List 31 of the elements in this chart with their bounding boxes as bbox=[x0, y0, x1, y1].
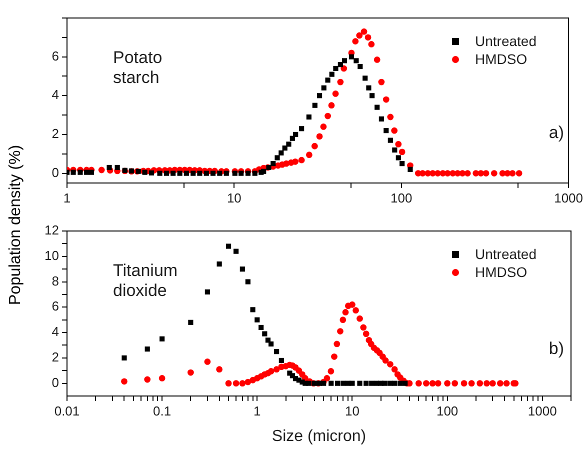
annotation: b) bbox=[548, 339, 564, 359]
x-tick-label: 100 bbox=[436, 403, 458, 418]
annotation: a) bbox=[548, 123, 564, 143]
x-tick-label: 1 bbox=[254, 403, 261, 418]
y-tick-label: 10 bbox=[44, 248, 59, 263]
x-tick-label: 10 bbox=[344, 403, 360, 418]
y-tick-label: 2 bbox=[52, 126, 59, 142]
legend-label: HMDSO bbox=[475, 51, 528, 67]
legend-label: HMDSO bbox=[475, 264, 528, 280]
y-tick-label: 4 bbox=[52, 87, 59, 102]
x-tick-label: 0.01 bbox=[54, 403, 80, 418]
x-tick-label: 1000 bbox=[554, 190, 583, 206]
y-tick-label: 6 bbox=[52, 48, 59, 64]
x-axis-title: Size (micron) bbox=[272, 428, 366, 445]
x-tick-label: 0.1 bbox=[153, 403, 172, 418]
x-tick-label: 1000 bbox=[528, 403, 557, 418]
y-tick-label: 8 bbox=[52, 273, 59, 288]
y-tick-label: 12 bbox=[44, 222, 59, 238]
y-tick-label: 2 bbox=[52, 350, 59, 364]
x-tick-label: 10 bbox=[226, 190, 242, 206]
y-tick-label: 0 bbox=[52, 374, 59, 390]
annotation: Titanium dioxide bbox=[113, 261, 179, 301]
annotation: Potato starch bbox=[113, 48, 164, 88]
y-tick-label: 4 bbox=[52, 324, 59, 340]
legend-label: Untreated bbox=[475, 246, 536, 262]
legend-label: Untreated bbox=[475, 33, 536, 49]
y-tick-label: 6 bbox=[52, 298, 59, 314]
x-tick-label: 1 bbox=[63, 190, 71, 206]
x-tick-label: 100 bbox=[390, 190, 412, 206]
y-tick-label: 0 bbox=[52, 164, 59, 180]
y-axis-title: Population density (%) bbox=[7, 144, 25, 306]
